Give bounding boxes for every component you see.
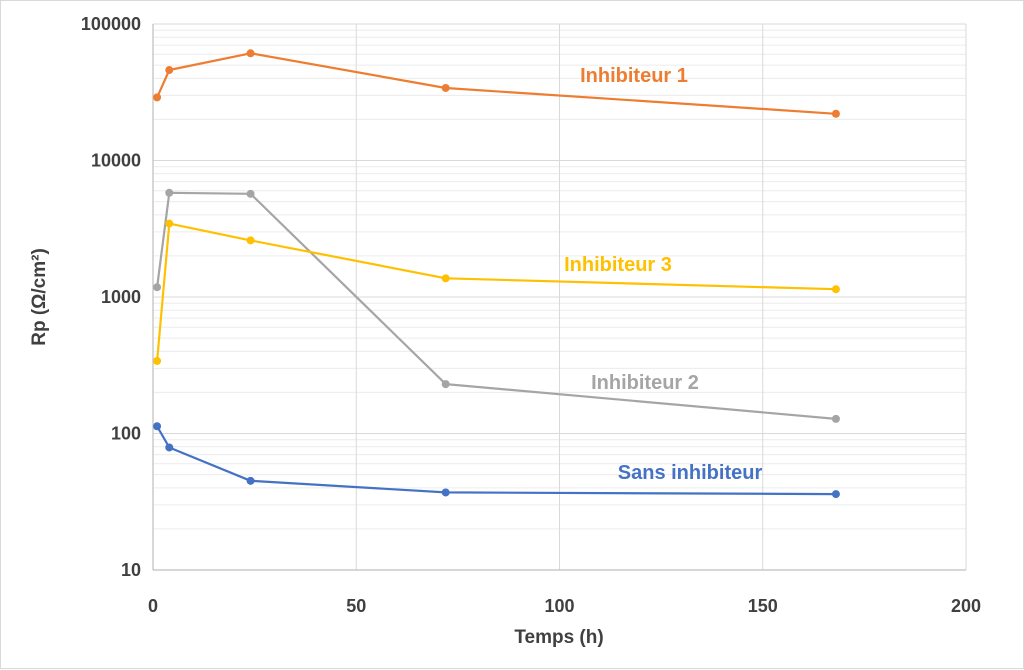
series-inhibiteur-1 (153, 49, 840, 118)
data-point-inhibiteur-3 (831, 285, 840, 294)
data-point-sans-inhibiteur (246, 476, 255, 485)
series-label-inhibiteur-2: Inhibiteur 2 (591, 372, 699, 394)
y-tick-label: 10 (121, 560, 141, 580)
x-tick-label: 50 (346, 596, 366, 616)
series-line-inhibiteur-3 (156, 222, 836, 362)
series-label-inhibiteur-1: Inhibiteur 1 (580, 65, 688, 87)
data-point-inhibiteur-1 (153, 93, 162, 102)
data-point-inhibiteur-1 (831, 109, 840, 118)
series-labels: Inhibiteur 1 Inhibiteur 2 Inhibiteur 3 Sans… (564, 65, 762, 484)
data-point-inhibiteur-2 (441, 380, 450, 389)
data-point-inhibiteur-3 (165, 219, 174, 228)
data-point-inhibiteur-2 (165, 188, 174, 197)
y-tick-label: 1000 (101, 287, 141, 307)
x-tick-label: 150 (748, 596, 778, 616)
data-point-inhibiteur-3 (441, 274, 450, 283)
y-axis-title: Rp (Ω/cm²) (29, 248, 50, 346)
x-axis-title: Temps (h) (514, 627, 603, 648)
series-label-inhibiteur-3: Inhibiteur 3 (564, 254, 672, 276)
data-point-inhibiteur-1 (165, 66, 174, 75)
data-point-inhibiteur-2 (153, 283, 162, 292)
x-tick-label: 0 (148, 596, 158, 616)
y-tick-label: 100 (111, 424, 141, 444)
tick-labels: 0 50 100 150 200 10 100 1000 10000 100000 (81, 14, 981, 616)
data-point-sans-inhibiteur (165, 443, 174, 452)
x-tick-label: 200 (951, 596, 981, 616)
data-point-sans-inhibiteur (153, 422, 162, 431)
series-sans-inhibiteur (153, 422, 840, 499)
series-inhibiteur-2 (153, 188, 840, 423)
y-tick-label: 10000 (91, 151, 141, 171)
data-point-inhibiteur-3 (153, 356, 162, 365)
series-line-inhibiteur-1 (156, 52, 836, 115)
data-point-inhibiteur-2 (246, 189, 255, 198)
data-point-sans-inhibiteur (441, 488, 450, 497)
data-point-inhibiteur-3 (246, 236, 255, 245)
data-point-inhibiteur-2 (831, 414, 840, 423)
series-label-sans-inhibiteur: Sans inhibiteur (618, 462, 763, 484)
x-tick-label: 100 (544, 596, 574, 616)
series-layer (153, 49, 840, 499)
data-point-inhibiteur-1 (441, 83, 450, 92)
data-point-inhibiteur-1 (246, 49, 255, 58)
series-line-inhibiteur-2 (156, 191, 836, 420)
axes (152, 24, 966, 571)
data-point-sans-inhibiteur (831, 490, 840, 499)
y-tick-label: 100000 (81, 14, 141, 34)
series-inhibiteur-3 (153, 219, 840, 365)
